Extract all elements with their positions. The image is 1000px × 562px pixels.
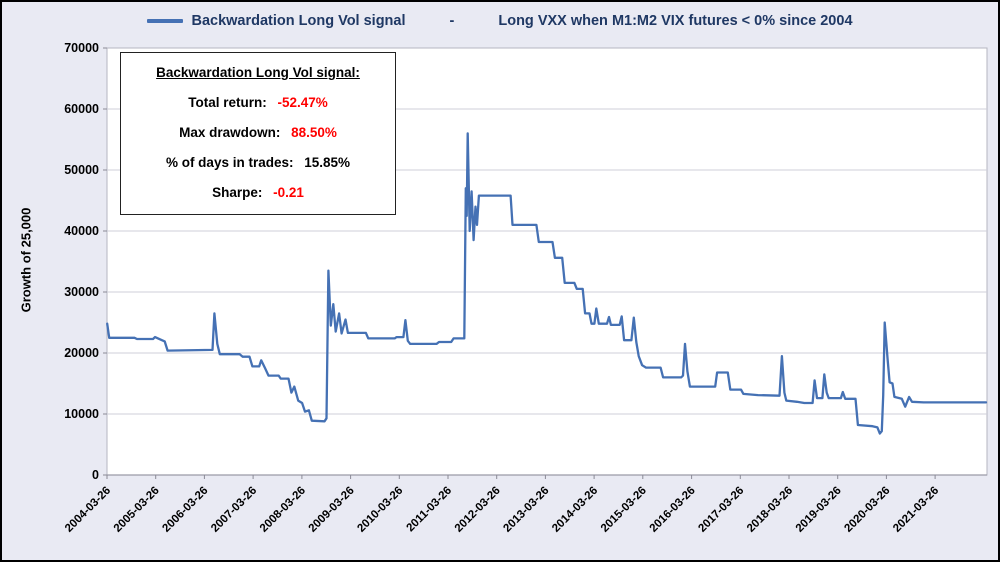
title-subtitle: Long VXX when M1:M2 VIX futures < 0% sin… <box>498 13 853 29</box>
stat-value: -52.47% <box>277 95 328 110</box>
x-tick-label: 2012-03-26 <box>453 485 503 535</box>
x-tick-label: 2016-03-26 <box>648 485 698 535</box>
stats-box-title: Backwardation Long Vol signal: <box>156 65 360 80</box>
x-tick-label: 2013-03-26 <box>501 485 551 535</box>
y-tick-label: 10000 <box>64 407 99 421</box>
stat-value: 88.50% <box>291 125 337 140</box>
y-tick-label: 60000 <box>64 102 99 116</box>
y-tick-label: 40000 <box>64 224 99 238</box>
stat-value: -0.21 <box>273 185 304 200</box>
y-tick-label: 30000 <box>64 285 99 299</box>
y-tick-label: 50000 <box>64 163 99 177</box>
stats-box: Backwardation Long Vol signal: Total ret… <box>120 52 396 215</box>
x-tick-label: 2008-03-26 <box>258 485 308 535</box>
x-tick-label: 2018-03-26 <box>745 485 795 535</box>
chart-title: Backwardation Long Vol signal - Long VXX… <box>2 8 998 34</box>
x-tick-label: 2009-03-26 <box>307 485 357 535</box>
y-tick-label: 70000 <box>64 41 99 55</box>
stat-row-total-return: Total return: -52.47% <box>129 95 387 110</box>
stat-value: 15.85% <box>304 155 351 170</box>
x-tick-label: 2014-03-26 <box>550 485 600 535</box>
x-tick-label: 2005-03-26 <box>112 485 162 535</box>
legend-line-sample <box>147 19 184 23</box>
x-tick-label: 2017-03-26 <box>696 485 746 535</box>
y-tick-label: 20000 <box>64 346 99 360</box>
x-tick-label: 2020-03-26 <box>842 485 892 535</box>
x-tick-label: 2010-03-26 <box>355 485 405 535</box>
stat-label: Total return: <box>188 95 267 110</box>
legend-label: Backwardation Long Vol signal <box>191 13 406 29</box>
title-separator: - <box>449 13 455 29</box>
stat-row-sharpe: Sharpe: -0.21 <box>129 185 387 200</box>
y-axis-title: Growth of 25,000 <box>18 207 34 313</box>
x-tick-label: 2011-03-26 <box>404 485 454 535</box>
y-tick-label: 0 <box>92 468 99 482</box>
stat-label: % of days in trades: <box>165 155 294 170</box>
stat-row-max-drawdown: Max drawdown: 88.50% <box>129 125 387 140</box>
x-tick-label: 2021-03-26 <box>891 485 941 535</box>
x-tick-label: 2007-03-26 <box>209 485 259 535</box>
stat-label: Sharpe: <box>212 185 263 200</box>
series-line <box>106 132 988 435</box>
stat-row-days-in-trades: % of days in trades: 15.85% <box>129 155 387 170</box>
x-tick-label: 2015-03-26 <box>599 485 649 535</box>
stat-label: Max drawdown: <box>179 125 281 140</box>
x-tick-label: 2004-03-26 <box>63 485 113 535</box>
x-tick-label: 2006-03-26 <box>160 485 210 535</box>
x-tick-label: 2019-03-26 <box>794 485 844 535</box>
